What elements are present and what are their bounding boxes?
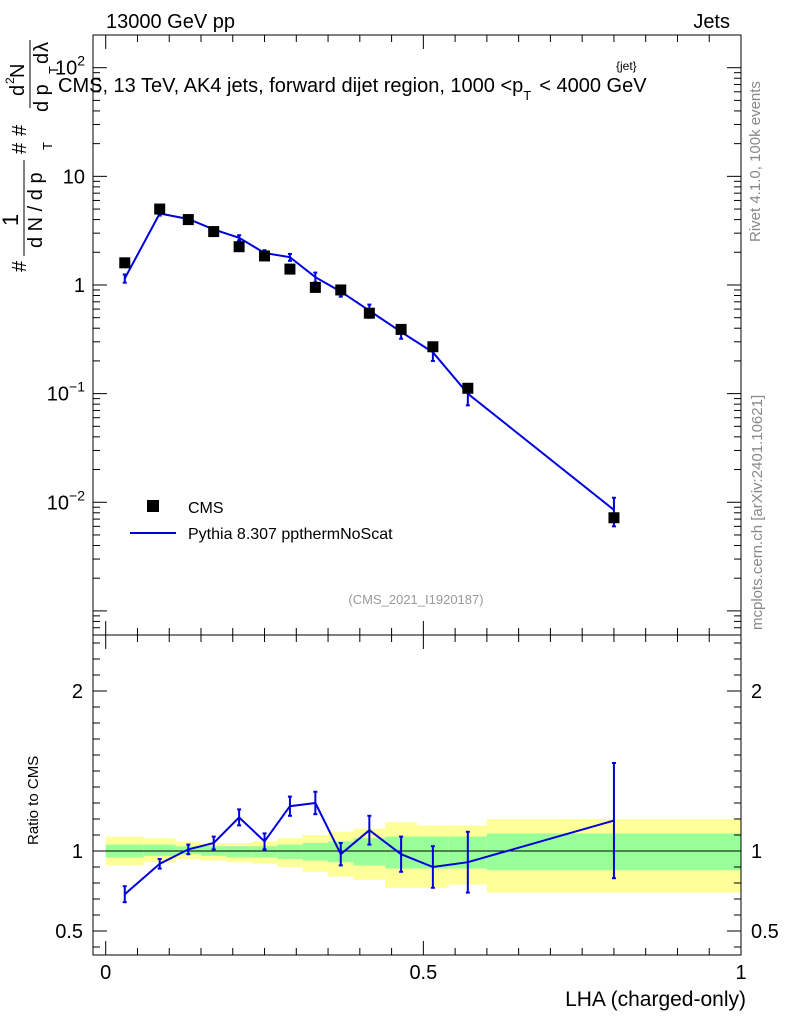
title-tail: < 4000 GeV [539, 75, 647, 97]
ratio-xtick-label: 1 [735, 962, 746, 984]
green-band [143, 844, 176, 856]
main-ylabel: # 1 d N / d p T # d 2 N d p T d λ # [0, 40, 61, 272]
cms-point [309, 281, 321, 293]
cms-point [182, 214, 194, 226]
ratio-bands [93, 819, 741, 893]
ratio-ytick-label-right: 1 [751, 841, 762, 863]
ylabel-T1: T [40, 142, 55, 150]
cms-point [427, 341, 439, 353]
main-data [119, 203, 620, 528]
ratio-xtick-label: 0.5 [409, 962, 437, 984]
legend-cms-label: CMS [188, 500, 224, 517]
ylabel-hash-3: # [9, 142, 31, 154]
ratio-ticks [93, 635, 742, 955]
main-x-ticks [105, 35, 742, 635]
ylabel-d2N-2: 2 [3, 77, 17, 84]
cms-point [335, 284, 347, 296]
ratio-xtick-label: 0 [100, 962, 111, 984]
ratio-ytick-label-right: 2 [751, 681, 762, 703]
cms-point [119, 257, 131, 269]
main-ytick-label: 10−1 [47, 379, 85, 406]
main-ytick-label: 1 [74, 275, 85, 297]
ylabel-d2N-N: N [7, 64, 29, 78]
title-sup: {jet} [616, 59, 637, 73]
cms-point [208, 226, 220, 238]
ylabel-one: 1 [0, 214, 23, 226]
main-y-tick-labels: 10−2 10−1 1 10 102 [47, 53, 85, 515]
header-left: 13000 GeV pp [106, 11, 235, 33]
main-panel: 10−2 10−1 1 10 102 CMS, 13 TeV, AK4 jets, fo… [47, 34, 742, 636]
ratio-ytick-label-left: 2 [72, 681, 83, 703]
ylabel-hash-2: # [9, 124, 31, 136]
cms-point [259, 250, 271, 262]
title-sub: T [523, 88, 531, 103]
ratio-panel: 0.5 0.51 12 20 0.5 1 Ratio to CMS LHA (charge… [25, 634, 779, 1011]
legend: CMS Pythia 8.307 ppthermNoScat [130, 500, 393, 543]
legend-cms-marker [147, 500, 159, 512]
cms-point [154, 203, 166, 215]
ratio-tick-labels: 0.5 0.51 12 20 0.5 1 [55, 681, 779, 984]
ylabel-hash-1: # [9, 260, 31, 272]
side-mcplots: mcplots.cern.ch [arXiv:2401.10621] [749, 395, 766, 630]
cms-point [608, 512, 620, 524]
ratio-ytick-label-right: 0.5 [751, 921, 779, 943]
green-band [302, 843, 329, 861]
ylabel-dlambda-d: d [31, 53, 53, 64]
mc-line [123, 212, 615, 511]
ratio-ytick-label-left: 1 [72, 841, 83, 863]
main-ytick-label: 10−2 [47, 487, 85, 514]
green-band [226, 846, 252, 858]
cms-point [395, 323, 407, 335]
ylabel-lambda: λ [31, 42, 53, 52]
main-frame [92, 34, 742, 636]
cms-point [462, 382, 474, 394]
main-y-ticks [93, 34, 741, 636]
cms-point [233, 241, 245, 253]
main-title: CMS, 13 TeV, AK4 jets, forward dijet reg… [58, 75, 647, 103]
green-band [251, 846, 278, 858]
side-rivet: Rivet 4.1.0, 100k events [747, 81, 764, 242]
cms-point [284, 263, 296, 275]
ylabel-T2: T [46, 66, 61, 74]
ylabel-dN: d N / d p [25, 172, 47, 248]
main-ytick-label: 10 [63, 166, 85, 188]
ratio-ytick-label-left: 0.5 [55, 921, 83, 943]
watermark: (CMS_2021_I1920187) [348, 592, 483, 607]
cms-point [363, 307, 375, 319]
green-band [277, 844, 303, 859]
ylabel-d2N-d: d [7, 85, 29, 96]
header-right: Jets [693, 11, 730, 33]
ratio-frame [92, 634, 742, 956]
ratio-xlabel: LHA (charged-only) [565, 988, 746, 1011]
main-ytick-label: 102 [55, 53, 85, 80]
legend-pythia-label: Pythia 8.307 ppthermNoScat [188, 526, 393, 543]
ratio-line [124, 801, 615, 895]
title-main-text: CMS, 13 TeV, AK4 jets, forward dijet reg… [58, 75, 523, 97]
ratio-ylabel: Ratio to CMS [25, 756, 42, 845]
ylabel-dp: d p [31, 84, 53, 112]
ratio-data [122, 762, 616, 904]
